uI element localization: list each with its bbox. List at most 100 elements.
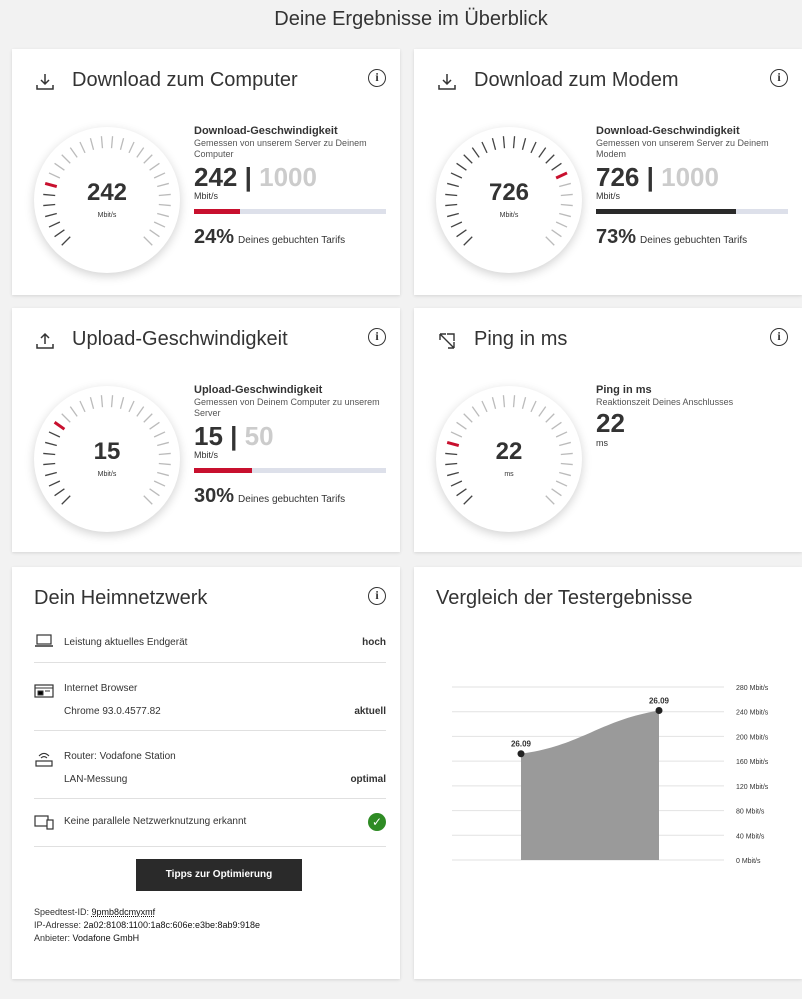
gauge-tick bbox=[79, 400, 86, 413]
upload-card: Upload-Geschwindigkeit i 15 Mbit/s Uploa… bbox=[12, 308, 400, 552]
booked-max: 1000 bbox=[661, 162, 719, 192]
gauge-tick bbox=[512, 136, 516, 149]
speed-unit: Mbit/s bbox=[194, 450, 219, 460]
y-tick-label: 240 Mbit/s bbox=[736, 710, 769, 717]
progress-fill bbox=[194, 209, 241, 214]
network-row-label: Keine parallele Netzwerknutzung erkannt bbox=[64, 816, 247, 827]
chart-title: Vergleich der Testergebnisse bbox=[436, 587, 693, 609]
ping-gauge: 22 ms bbox=[436, 386, 582, 532]
gauge-tick bbox=[463, 413, 473, 423]
gauge-unit: ms bbox=[504, 471, 514, 478]
gauge-tick bbox=[89, 138, 95, 150]
tariff-percent: 24% Deines gebuchten Tarifs bbox=[194, 226, 386, 249]
gauge-tick bbox=[551, 421, 562, 430]
gauge-tick bbox=[545, 413, 555, 423]
ip-address-label: IP-Adresse: bbox=[34, 920, 82, 930]
card-title: Ping in ms bbox=[474, 328, 568, 350]
speedtest-id: Speedtest-ID: 9pmb8dcmyxmf bbox=[34, 907, 155, 917]
gauge-tick bbox=[43, 452, 56, 456]
speed-gauge: 242 Mbit/s bbox=[34, 127, 180, 273]
card-title: Upload-Geschwindigkeit bbox=[72, 328, 288, 350]
gauge-tick bbox=[61, 413, 71, 423]
speed-unit: Mbit/s bbox=[596, 191, 621, 201]
gauge-tick bbox=[158, 452, 171, 456]
percent-value: 24% bbox=[194, 226, 235, 248]
speed-value: 242 | 1000 bbox=[194, 164, 386, 190]
gauge-indicator bbox=[446, 440, 460, 447]
gauge-tick bbox=[555, 480, 568, 487]
gauge-tick bbox=[447, 182, 459, 188]
gauge-tick bbox=[551, 229, 562, 238]
gauge-tick bbox=[100, 136, 104, 149]
gauge-value: 726 bbox=[488, 179, 530, 206]
gauge-tick bbox=[555, 221, 568, 228]
ping-unit: ms bbox=[596, 438, 608, 448]
gauge-tick bbox=[555, 431, 568, 438]
download-icon bbox=[438, 74, 456, 90]
gauge-tick bbox=[560, 462, 573, 466]
value-separator: | bbox=[244, 162, 252, 192]
network-row-device: Leistung aktuelles Endgerät hoch bbox=[34, 629, 386, 663]
gauge-tick bbox=[143, 413, 153, 423]
network-row-sublabel: Chrome 93.0.4577.82 bbox=[64, 706, 161, 717]
gauge-tick bbox=[100, 395, 104, 408]
gauge-tick bbox=[48, 431, 61, 438]
gauge-tick bbox=[158, 203, 171, 207]
gauge-tick bbox=[445, 462, 458, 466]
progress-bar bbox=[194, 209, 386, 214]
info-icon[interactable]: i bbox=[770, 69, 788, 87]
gauge-tick bbox=[110, 395, 114, 408]
gauge-tick bbox=[471, 406, 480, 417]
gauge-tick bbox=[158, 193, 171, 197]
laptop-icon bbox=[35, 634, 53, 647]
booked-max: 1000 bbox=[259, 162, 317, 192]
router-icon bbox=[35, 752, 53, 767]
percent-label: Deines gebuchten Tarifs bbox=[640, 235, 748, 246]
gauge-tick bbox=[158, 462, 171, 466]
data-point[interactable] bbox=[517, 750, 525, 758]
gauge-tick bbox=[157, 441, 169, 447]
gauge-unit: Mbit/s bbox=[97, 471, 117, 478]
speed-gauge: 726 Mbit/s bbox=[436, 127, 582, 273]
gauge-tick bbox=[559, 441, 571, 447]
tariff-percent: 30% Deines gebuchten Tarifs bbox=[194, 485, 386, 508]
gauge-tick bbox=[445, 203, 458, 207]
gauge-tick bbox=[61, 236, 71, 246]
stat-title: Upload-Geschwindigkeit bbox=[194, 384, 323, 396]
gauge-tick bbox=[143, 236, 153, 246]
card-title: Dein Heimnetzwerk bbox=[34, 587, 208, 609]
page-title: Deine Ergebnisse im Überblick bbox=[274, 8, 548, 30]
percent-value: 73% bbox=[596, 226, 637, 248]
percent-label: Deines gebuchten Tarifs bbox=[238, 494, 346, 505]
browser-icon bbox=[34, 684, 54, 698]
gauge-tick bbox=[530, 141, 537, 154]
measured-value: 726 bbox=[596, 162, 640, 192]
info-icon[interactable]: i bbox=[368, 328, 386, 346]
network-row-browser: Internet Browser Chrome 93.0.4577.82 akt… bbox=[34, 663, 386, 731]
gauge-tick bbox=[128, 400, 135, 413]
gauge-indicator bbox=[44, 181, 58, 188]
gauge-tick bbox=[153, 431, 166, 438]
gauge-tick bbox=[463, 154, 473, 164]
gauge-tick bbox=[136, 406, 145, 417]
optimization-tips-button[interactable]: Tipps zur Optimierung bbox=[136, 859, 302, 891]
gauge-tick bbox=[45, 441, 57, 447]
gauge-tick bbox=[153, 480, 166, 487]
download-icon bbox=[36, 74, 54, 90]
network-row-label: Internet Browser bbox=[64, 683, 138, 694]
gauge-ticks bbox=[445, 395, 573, 505]
speedtest-id-value[interactable]: 9pmb8dcmyxmf bbox=[91, 907, 156, 917]
info-icon[interactable]: i bbox=[368, 69, 386, 87]
gauge-tick bbox=[560, 193, 573, 197]
gauge-value: 15 bbox=[93, 438, 121, 465]
data-point[interactable] bbox=[655, 706, 663, 714]
network-row-label: Router: Vodafone Station bbox=[64, 751, 176, 762]
home-network-card: Dein Heimnetzwerk i Leistung aktuelles E… bbox=[12, 567, 400, 979]
gauge-tick bbox=[153, 221, 166, 228]
gauge-tick bbox=[445, 452, 458, 456]
stat-description: Gemessen von Deinem Computer zu unserem … bbox=[194, 397, 380, 418]
gauge-tick bbox=[456, 421, 467, 430]
gauge-tick bbox=[481, 400, 488, 413]
info-icon[interactable]: i bbox=[368, 587, 386, 605]
info-icon[interactable]: i bbox=[770, 328, 788, 346]
